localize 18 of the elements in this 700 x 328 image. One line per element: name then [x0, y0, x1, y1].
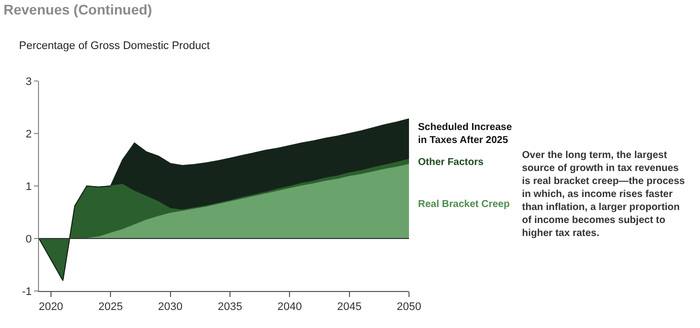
series-label: Other Factors	[418, 157, 484, 168]
y-tick-label: 3	[26, 76, 32, 88]
y-tick-label: -1	[22, 286, 32, 298]
x-tick-label: 2040	[277, 301, 302, 314]
y-tick-label: 0	[26, 233, 32, 246]
series-label: Scheduled Increase in Taxes After 2025	[418, 122, 512, 146]
x-tick-label: 2050	[396, 301, 422, 314]
y-axis-title: Percentage of Gross Domestic Product	[19, 40, 210, 52]
text: Over the long term, the largest source of growth in tax revenues is real bracket creep—the process in which, as income rises faster than inflation, a larger proportion of income becomes subject to higher tax rates.	[522, 150, 686, 239]
x-tick-label: 2045	[337, 301, 362, 314]
x-tick-label: 2030	[158, 301, 183, 314]
y-tick-label: 1	[26, 180, 32, 193]
text: Real Bracket Creep	[418, 199, 510, 210]
x-tick-label: 2035	[218, 301, 242, 314]
y-tick-label: 2	[26, 128, 32, 140]
x-tick-label: 2020	[38, 301, 64, 314]
chart-title: Revenues (Continued)	[4, 2, 152, 18]
x-tick-label: 2025	[98, 301, 123, 314]
